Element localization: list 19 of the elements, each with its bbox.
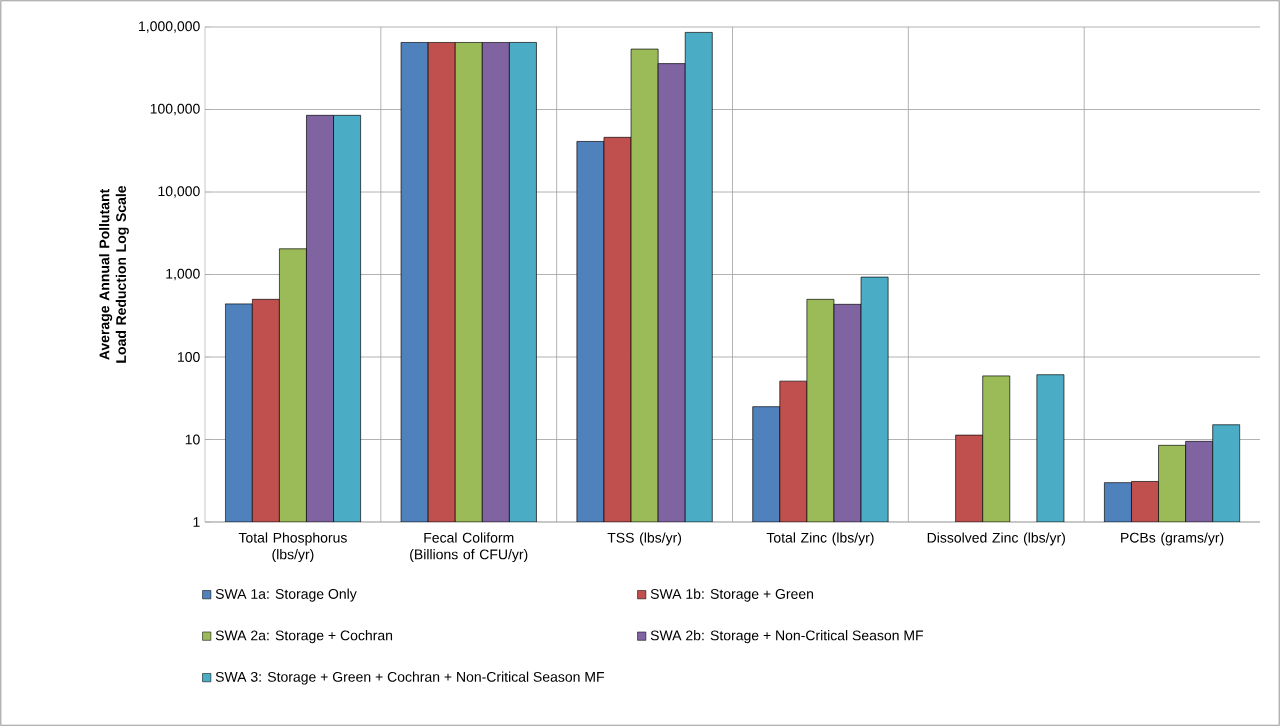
y-tick-label: 100,000 — [150, 103, 200, 116]
y-tick-label: 100 — [178, 352, 200, 362]
y-axis-title: Average Annual Pollutant Load Reduction Log Scale — [99, 185, 129, 363]
x-tick-label: Total Zinc (lbs/yr) — [766, 532, 874, 546]
y-tick-label: 1,000 — [166, 268, 200, 281]
x-tick-label: PCBs (grams/yr) — [1121, 532, 1224, 546]
y-tick-label: 10 — [185, 434, 200, 445]
x-tick-label: Fecal Coliform (Billions of CFU/yr) — [410, 532, 528, 563]
y-tick-label: 10,000 — [158, 186, 200, 198]
x-tick-label: Dissolved Zinc (lbs/yr) — [927, 532, 1065, 546]
legend-label: SWA 1b: Storage + Green — [650, 588, 814, 602]
legend-label: SWA 2a: Storage + Cochran — [215, 630, 393, 644]
legend-label: SWA 1a: Storage Only — [215, 588, 357, 602]
y-tick-label: 1,000,000 — [139, 21, 200, 33]
y-tick-label: 1 — [193, 517, 200, 527]
legend-label: SWA 2b: Storage + Non-Critical Season MF — [650, 630, 924, 644]
x-tick-label: TSS (lbs/yr) — [607, 532, 682, 546]
x-tick-label: Total Phosphorus (lbs/yr) — [238, 532, 347, 563]
legend-label: SWA 3: Storage + Green + Cochran + Non-Critical Season MF — [215, 671, 604, 685]
